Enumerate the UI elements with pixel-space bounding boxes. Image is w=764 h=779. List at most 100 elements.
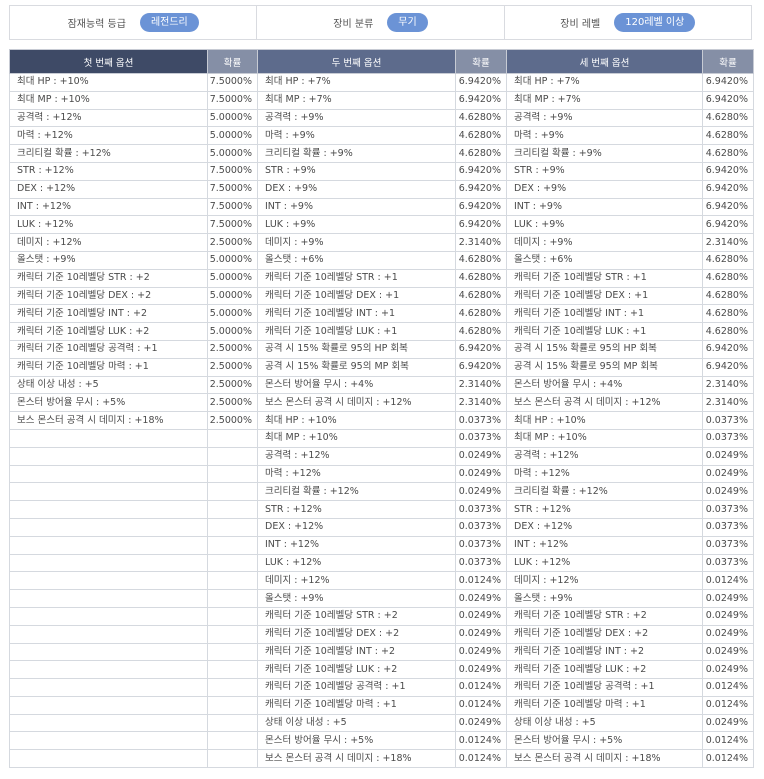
second-option-cell: 캐릭터 기준 10레벨당 마력 : +1 bbox=[257, 695, 456, 715]
second-probability-cell: 0.0373% bbox=[455, 535, 507, 555]
table-row: 캐릭터 기준 10레벨당 STR : +2 0.0249% 캐릭터 기준 10레벨당… bbox=[9, 606, 754, 626]
second-probability-cell: 6.9420% bbox=[455, 161, 507, 181]
second-option-cell: 캐릭터 기준 10레벨당 DEX : +2 bbox=[257, 624, 456, 644]
first-option-cell: 공격력 : +12% bbox=[9, 108, 208, 128]
first-option-cell: 캐릭터 기준 10레벨당 마력 : +1 bbox=[9, 357, 208, 377]
first-probability-cell: 2.5000% bbox=[207, 233, 258, 252]
first-probability-cell bbox=[207, 500, 258, 519]
equipment-type-select[interactable]: 무기 bbox=[387, 13, 428, 32]
third-option-cell: 마력 : +9% bbox=[506, 126, 703, 146]
second-option-cell: 최대 HP : +10% bbox=[257, 411, 456, 430]
second-probability-cell: 6.9420% bbox=[455, 357, 507, 377]
table-row: 최대 HP : +10% 7.5000% 최대 HP : +7% 6.9420% 최대 … bbox=[9, 73, 754, 92]
filter-label: 잠재능력 등급 bbox=[67, 19, 126, 30]
equipment-level-select[interactable]: 120레벨 이상 bbox=[614, 13, 696, 32]
second-option-cell: 마력 : +12% bbox=[257, 464, 456, 484]
second-probability-cell: 4.6280% bbox=[455, 322, 507, 341]
second-option-cell: LUK : +9% bbox=[257, 215, 456, 235]
first-probability-cell: 7.5000% bbox=[207, 215, 258, 235]
first-option-cell: 마력 : +12% bbox=[9, 126, 208, 146]
first-option-cell: 보스 몬스터 공격 시 데미지 : +18% bbox=[9, 411, 208, 430]
first-probability-cell: 7.5000% bbox=[207, 73, 258, 92]
third-option-cell: 보스 몬스터 공격 시 데미지 : +12% bbox=[506, 393, 703, 413]
second-option-cell: 최대 MP : +10% bbox=[257, 428, 456, 448]
second-option-cell: 공격 시 15% 확률로 95의 MP 회복 bbox=[257, 357, 456, 377]
table-row: 상태 이상 내성 : +5 2.5000% 몬스터 방어율 무시 : +4% 2.31… bbox=[9, 375, 754, 395]
first-probability-cell bbox=[207, 678, 258, 697]
third-option-cell: 크리티컬 확률 : +12% bbox=[506, 482, 703, 502]
second-option-cell: 최대 MP : +7% bbox=[257, 90, 456, 110]
third-option-cell: 캐릭터 기준 10레벨당 DEX : +1 bbox=[506, 286, 703, 306]
third-option-cell: 캐릭터 기준 10레벨당 INT : +1 bbox=[506, 304, 703, 324]
first-probability-cell bbox=[207, 624, 258, 644]
header-probability: 확률 bbox=[702, 49, 754, 74]
first-probability-cell: 5.0000% bbox=[207, 304, 258, 324]
third-probability-cell: 6.9420% bbox=[702, 90, 754, 110]
first-option-cell bbox=[9, 500, 208, 519]
table-row: 보스 몬스터 공격 시 데미지 : +18% 2.5000% 최대 HP : +10… bbox=[9, 411, 754, 430]
first-probability-cell: 2.5000% bbox=[207, 411, 258, 430]
second-option-cell: 공격 시 15% 확률로 95의 HP 회복 bbox=[257, 339, 456, 359]
first-option-cell bbox=[9, 642, 208, 662]
third-probability-cell: 4.6280% bbox=[702, 322, 754, 341]
third-probability-cell: 0.0249% bbox=[702, 642, 754, 662]
second-probability-cell: 0.0124% bbox=[455, 695, 507, 715]
filter-equipment-type: 장비 분류 무기 bbox=[257, 6, 505, 39]
third-option-cell: 데미지 : +12% bbox=[506, 571, 703, 591]
first-probability-cell bbox=[207, 695, 258, 715]
third-probability-cell: 6.9420% bbox=[702, 339, 754, 359]
table-row: 마력 : +12% 0.0249% 마력 : +12% 0.0249% bbox=[9, 464, 754, 484]
second-probability-cell: 0.0249% bbox=[455, 589, 507, 608]
third-probability-cell: 0.0373% bbox=[702, 535, 754, 555]
third-option-cell: 몬스터 방어율 무시 : +4% bbox=[506, 375, 703, 395]
second-probability-cell: 0.0124% bbox=[455, 678, 507, 697]
first-probability-cell: 7.5000% bbox=[207, 197, 258, 217]
second-probability-cell: 6.9420% bbox=[455, 339, 507, 359]
third-probability-cell: 6.9420% bbox=[702, 197, 754, 217]
third-option-cell: 데미지 : +9% bbox=[506, 233, 703, 252]
third-probability-cell: 0.0124% bbox=[702, 571, 754, 591]
first-probability-cell: 2.5000% bbox=[207, 375, 258, 395]
second-probability-cell: 6.9420% bbox=[455, 215, 507, 235]
first-option-cell bbox=[9, 535, 208, 555]
table-row: 캐릭터 기준 10레벨당 마력 : +1 2.5000% 공격 시 15% 확률로 … bbox=[9, 357, 754, 377]
second-option-cell: 최대 HP : +7% bbox=[257, 73, 456, 92]
second-option-cell: 캐릭터 기준 10레벨당 STR : +2 bbox=[257, 606, 456, 626]
third-probability-cell: 4.6280% bbox=[702, 268, 754, 288]
third-probability-cell: 6.9420% bbox=[702, 73, 754, 92]
table-row: 캐릭터 기준 10레벨당 LUK : +2 0.0249% 캐릭터 기준 10레벨당… bbox=[9, 660, 754, 680]
third-probability-cell: 0.0373% bbox=[702, 411, 754, 430]
table-row: 캐릭터 기준 10레벨당 마력 : +1 0.0124% 캐릭터 기준 10레벨당 … bbox=[9, 695, 754, 715]
table-row: 마력 : +12% 5.0000% 마력 : +9% 4.6280% 마력 : +9% 4… bbox=[9, 126, 754, 146]
first-option-cell bbox=[9, 660, 208, 680]
third-probability-cell: 6.9420% bbox=[702, 179, 754, 199]
header-probability: 확률 bbox=[207, 49, 258, 74]
table-row: 몬스터 방어율 무시 : +5% 0.0124% 몬스터 방어율 무시 : +5% 0… bbox=[9, 731, 754, 751]
third-option-cell: 마력 : +12% bbox=[506, 464, 703, 484]
first-probability-cell: 5.0000% bbox=[207, 144, 258, 163]
second-option-cell: 공격력 : +9% bbox=[257, 108, 456, 128]
first-option-cell: 몬스터 방어율 무시 : +5% bbox=[9, 393, 208, 413]
third-probability-cell: 2.3140% bbox=[702, 393, 754, 413]
second-probability-cell: 0.0373% bbox=[455, 517, 507, 537]
third-option-cell: 올스탯 : +9% bbox=[506, 589, 703, 608]
third-probability-cell: 0.0249% bbox=[702, 624, 754, 644]
first-probability-cell bbox=[207, 428, 258, 448]
table-row: LUK : +12% 0.0373% LUK : +12% 0.0373% bbox=[9, 553, 754, 573]
third-probability-cell: 0.0249% bbox=[702, 482, 754, 502]
first-option-cell bbox=[9, 731, 208, 751]
first-probability-cell: 5.0000% bbox=[207, 286, 258, 306]
second-option-cell: 몬스터 방어율 무시 : +5% bbox=[257, 731, 456, 751]
second-probability-cell: 4.6280% bbox=[455, 268, 507, 288]
first-probability-cell: 5.0000% bbox=[207, 250, 258, 270]
first-probability-cell bbox=[207, 749, 258, 769]
second-option-cell: 보스 몬스터 공격 시 데미지 : +12% bbox=[257, 393, 456, 413]
third-option-cell: 최대 MP : +7% bbox=[506, 90, 703, 110]
first-option-cell: 크리티컬 확률 : +12% bbox=[9, 144, 208, 163]
first-option-cell: 최대 HP : +10% bbox=[9, 73, 208, 92]
second-option-cell: 캐릭터 기준 10레벨당 INT : +2 bbox=[257, 642, 456, 662]
first-probability-cell: 5.0000% bbox=[207, 322, 258, 341]
potential-grade-select[interactable]: 레전드리 bbox=[139, 13, 199, 32]
second-option-cell: 데미지 : +12% bbox=[257, 571, 456, 591]
third-option-cell: DEX : +9% bbox=[506, 179, 703, 199]
